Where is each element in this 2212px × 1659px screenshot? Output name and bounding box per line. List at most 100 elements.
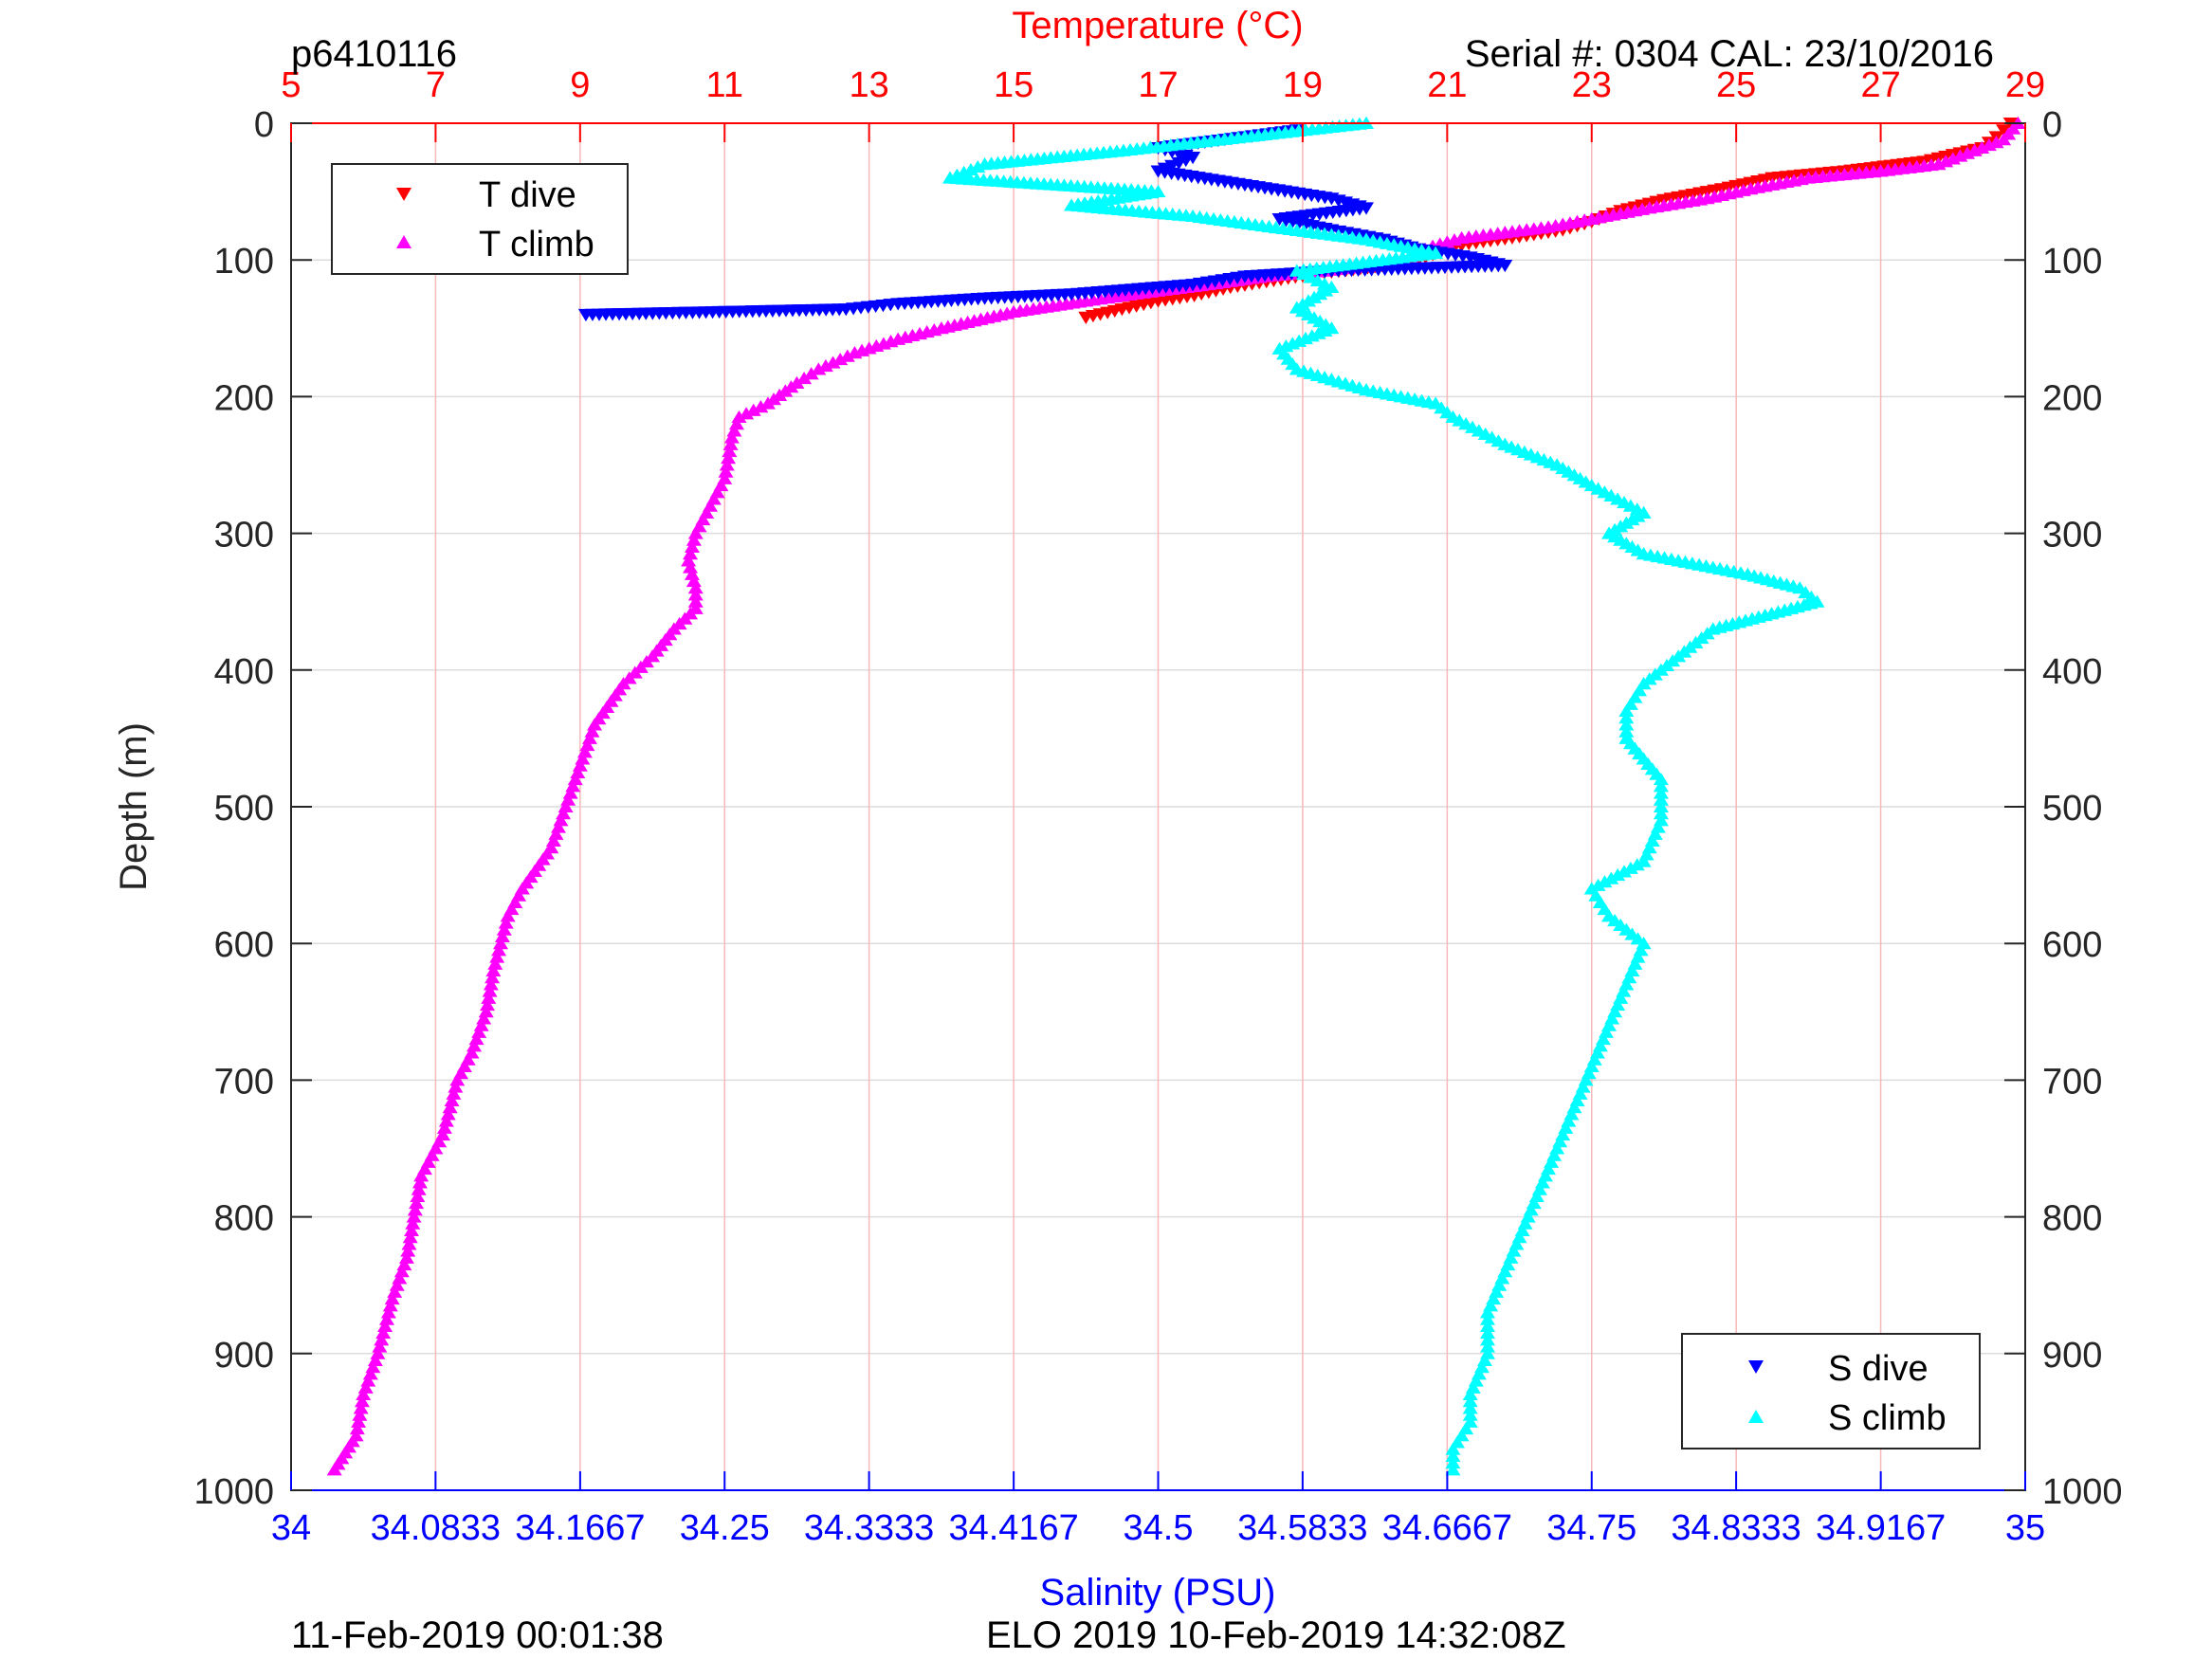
salinity-tick-label: 34.8333 [1671, 1508, 1801, 1548]
t-climb-point [684, 567, 700, 580]
t-climb-point [351, 1414, 367, 1428]
t-climb-point [687, 594, 704, 608]
legend-t-climb-label: T climb [479, 225, 594, 264]
s-climb-point [1462, 1408, 1478, 1421]
footer-info: ELO 2019 10-Feb-2019 14:32:08Z [986, 1614, 1566, 1656]
s-climb-point [1653, 779, 1669, 793]
s-climb-point [1480, 1312, 1496, 1325]
depth-tick-label-right: 700 [2042, 1062, 2102, 1102]
t-climb-point [687, 526, 704, 539]
series-layer [326, 116, 2026, 1476]
temperature-tick-label: 27 [1860, 65, 1900, 105]
legend-s-climb-label: S climb [1828, 1398, 1947, 1438]
t-climb-point [686, 533, 702, 546]
t-climb-point [378, 1312, 394, 1325]
legend-t-climb-marker [396, 235, 411, 248]
salinity-tick-label: 34.75 [1546, 1508, 1636, 1548]
t-climb-point [719, 458, 735, 471]
depth-tick-label-right: 500 [2042, 789, 2102, 829]
s-climb-point [1653, 793, 1669, 806]
salinity-tick-label: 34.5833 [1237, 1508, 1367, 1548]
temperature-tick-label: 9 [570, 65, 590, 105]
s-climb-point [1653, 799, 1669, 812]
legend-temperature-box [331, 163, 629, 275]
t-climb-point [352, 1408, 368, 1421]
t-climb-point [436, 1121, 452, 1134]
salinity-tick-label: 34.3333 [804, 1508, 934, 1548]
s-climb-point [1480, 1325, 1496, 1340]
t-climb-point [411, 1176, 428, 1189]
depth-tick-label-right: 300 [2042, 516, 2102, 556]
salinity-tick-label: 34 [271, 1508, 311, 1548]
t-climb-point [480, 997, 496, 1012]
t-climb-point [375, 1325, 392, 1340]
t-climb-point [493, 937, 509, 950]
s-climb-point [1462, 1401, 1478, 1414]
t-dive-point [1996, 124, 2012, 137]
t-climb-point [384, 1291, 400, 1305]
temperature-tick-label: 5 [281, 65, 301, 105]
t-climb-point [411, 1182, 427, 1195]
temperature-tick-label: 11 [706, 65, 743, 105]
t-climb-point [372, 1340, 388, 1353]
t-climb-point [683, 560, 699, 574]
legend-s-dive-label: S dive [1828, 1349, 1929, 1389]
s-climb-point [1618, 718, 1635, 731]
t-climb-point [377, 1319, 393, 1332]
t-climb-point [442, 1101, 458, 1114]
temperature-axis-title: Temperature (°C) [1012, 5, 1303, 46]
t-climb-point [405, 1216, 421, 1230]
depth-tick-label-left: 100 [214, 242, 274, 282]
t-climb-point [683, 547, 699, 560]
legend-temperature: T dive T climb [331, 163, 629, 275]
t-climb-point [722, 437, 739, 450]
t-climb-point [482, 984, 498, 997]
salinity-tick-label: 34.9167 [1816, 1508, 1946, 1548]
t-climb-point [481, 991, 497, 1004]
depth-tick-label-right: 200 [2042, 378, 2102, 418]
depth-tick-label-left: 700 [214, 1062, 274, 1102]
t-climb-point [803, 367, 819, 380]
s-climb-point [1445, 1449, 1461, 1462]
t-climb-point [410, 1189, 426, 1202]
t-climb-point [326, 1463, 342, 1476]
temperature-tick-label: 13 [850, 65, 889, 105]
s-climb-point [1653, 807, 1669, 820]
salinity-tick-label: 34.6667 [1382, 1508, 1512, 1548]
t-climb-point [401, 1237, 417, 1250]
depth-tick-label-right: 900 [2042, 1336, 2102, 1376]
depth-tick-label-left: 600 [214, 925, 274, 965]
depth-axis-title: Depth (m) [113, 722, 155, 891]
t-climb-point [413, 1169, 430, 1182]
t-climb-point [380, 1305, 396, 1319]
s-climb-point [1480, 1305, 1496, 1319]
t-climb-point [382, 1299, 398, 1312]
s-climb-point [1480, 1319, 1496, 1332]
s-climb-point [1462, 1395, 1478, 1408]
t-climb-point [489, 950, 505, 963]
depth-tick-label-right: 100 [2042, 242, 2102, 282]
depth-tick-label-right: 1000 [2042, 1472, 2123, 1512]
temperature-tick-label: 23 [1572, 65, 1612, 105]
t-climb-point [400, 1244, 416, 1257]
t-climb-point [718, 465, 734, 478]
salinity-tick-label: 35 [2005, 1508, 2045, 1548]
t-climb-point [723, 430, 740, 444]
depth-tick-label-left: 300 [214, 516, 274, 556]
t-climb-point [811, 362, 827, 375]
t-climb-point [494, 929, 510, 942]
t-climb-point [449, 1073, 466, 1086]
legend-s-dive-marker [1748, 1360, 1764, 1374]
s-climb-point [1653, 786, 1669, 799]
t-climb-point [444, 1093, 460, 1107]
legend-s-climb-marker [1748, 1410, 1764, 1423]
t-dive-point [1078, 311, 1094, 324]
s-climb-point [1618, 711, 1635, 724]
legend-salinity: S dive S climb [1681, 1333, 1981, 1449]
s-climb-point [1445, 1442, 1461, 1455]
s-climb-point [1653, 772, 1669, 786]
depth-tick-label-right: 800 [2042, 1199, 2102, 1239]
t-climb-point [440, 1107, 456, 1121]
temperature-tick-label: 7 [426, 65, 446, 105]
t-climb-point [402, 1231, 418, 1244]
